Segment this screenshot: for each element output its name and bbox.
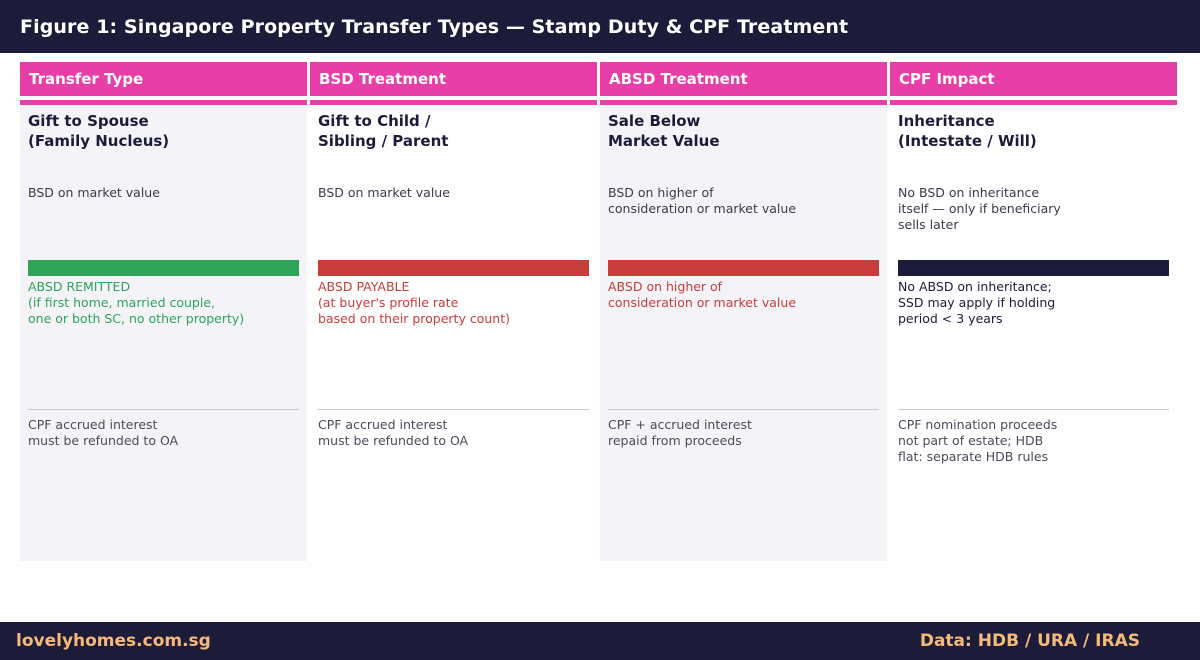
absd-text: ABSD REMITTED (if first home, married co… <box>28 279 245 326</box>
header-underline <box>890 100 1177 105</box>
transfer-name: Gift to Spouse (Family Nucleus) <box>28 112 170 150</box>
data-source: Data: HDB / URA / IRAS <box>919 631 1140 651</box>
absd-status-bar <box>898 260 1169 276</box>
bsd-text: BSD on market value <box>28 185 160 200</box>
cpf-text: CPF accrued interest must be refunded to… <box>28 417 179 448</box>
transfer-card: Inheritance (Intestate / Will) No BSD on… <box>890 105 1177 561</box>
header-cpf-impact: CPF Impact <box>890 62 1177 96</box>
absd-status-bar <box>28 260 299 276</box>
divider <box>28 409 299 410</box>
header-transfer-type: Transfer Type <box>20 62 307 96</box>
transfer-name: Inheritance (Intestate / Will) <box>898 112 1037 150</box>
divider <box>608 409 879 410</box>
cpf-text: CPF nomination proceeds not part of esta… <box>898 417 1058 464</box>
header-underline <box>310 100 597 105</box>
bsd-text: BSD on market value <box>318 185 450 200</box>
comparison-table: Transfer Type BSD Treatment ABSD Treatme… <box>20 62 1177 561</box>
transfer-card: Sale Below Market Value BSD on higher of… <box>600 105 887 561</box>
divider <box>898 409 1169 410</box>
transfer-name: Sale Below Market Value <box>608 112 720 150</box>
absd-status-bar <box>608 260 879 276</box>
absd-text: No ABSD on inheritance; SSD may apply if… <box>898 279 1056 326</box>
title-bar: Figure 1: Singapore Property Transfer Ty… <box>0 0 1200 53</box>
divider <box>318 409 589 410</box>
page-title: Figure 1: Singapore Property Transfer Ty… <box>20 15 849 38</box>
header-underline <box>20 100 307 105</box>
header-bsd-treatment: BSD Treatment <box>310 62 597 96</box>
transfer-card: Gift to Child / Sibling / Parent BSD on … <box>310 105 597 561</box>
absd-text: ABSD PAYABLE (at buyer's profile rate ba… <box>318 279 510 326</box>
cpf-text: CPF + accrued interest repaid from proce… <box>608 417 752 448</box>
cpf-text: CPF accrued interest must be refunded to… <box>318 417 469 448</box>
header-underline <box>600 100 887 105</box>
absd-status-bar <box>318 260 589 276</box>
bsd-text: BSD on higher of consideration or market… <box>608 185 797 216</box>
footer: lovelyhomes.com.sg Data: HDB / URA / IRA… <box>0 622 1200 660</box>
bsd-text: No BSD on inheritance itself — only if b… <box>898 185 1061 232</box>
site-name: lovelyhomes.com.sg <box>16 631 211 651</box>
transfer-card: Gift to Spouse (Family Nucleus) BSD on m… <box>20 105 307 561</box>
header-absd-treatment: ABSD Treatment <box>600 62 887 96</box>
transfer-name: Gift to Child / Sibling / Parent <box>318 112 449 150</box>
absd-text: ABSD on higher of consideration or marke… <box>608 279 797 310</box>
